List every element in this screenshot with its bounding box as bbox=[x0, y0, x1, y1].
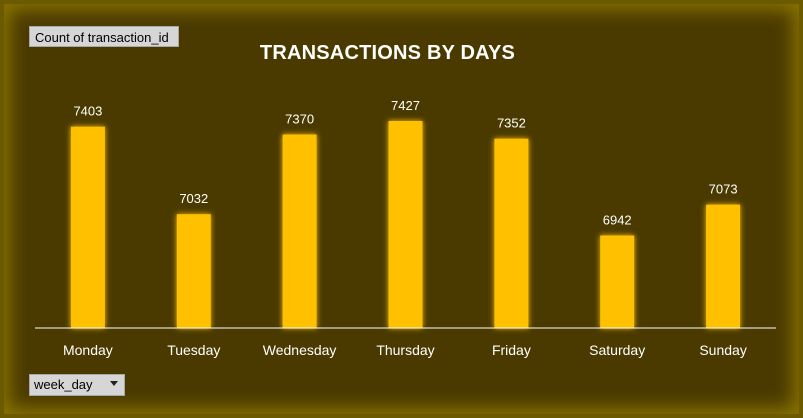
x-tick-label-thursday: Thursday bbox=[376, 342, 434, 358]
bar-saturday[interactable] bbox=[600, 235, 635, 329]
x-tick-label-monday: Monday bbox=[63, 342, 113, 358]
bar-tuesday[interactable] bbox=[176, 214, 211, 328]
bar-wednesday[interactable] bbox=[282, 134, 317, 329]
values-field-button[interactable]: Count of transaction_id bbox=[29, 26, 179, 47]
data-label-tuesday: 7032 bbox=[179, 191, 208, 206]
data-label-saturday: 6942 bbox=[603, 213, 632, 228]
x-tick-label-friday: Friday bbox=[492, 342, 531, 358]
axis-field-dropdown[interactable]: week_day bbox=[29, 374, 125, 396]
data-label-wednesday: 7370 bbox=[285, 112, 314, 127]
chart-title: TRANSACTIONS BY DAYS bbox=[259, 42, 516, 64]
bar-thursday[interactable] bbox=[388, 121, 423, 328]
data-label-thursday: 7427 bbox=[391, 98, 420, 113]
bar-sunday[interactable] bbox=[706, 204, 741, 328]
bar-friday[interactable] bbox=[494, 138, 529, 328]
x-tick-label-wednesday: Wednesday bbox=[263, 342, 337, 358]
x-tick-label-tuesday: Tuesday bbox=[167, 342, 220, 358]
x-tick-label-saturday: Saturday bbox=[589, 342, 645, 358]
data-label-sunday: 7073 bbox=[709, 182, 738, 197]
labels-group: 7403 Monday 7032 Tuesday 7370 Wednesday 7427 Th… bbox=[63, 98, 747, 358]
x-tick-label-sunday: Sunday bbox=[699, 342, 746, 358]
axis-field-label: week_day bbox=[34, 377, 93, 392]
bars-group bbox=[70, 121, 741, 329]
data-label-friday: 7352 bbox=[497, 116, 526, 131]
data-label-monday: 7403 bbox=[73, 104, 102, 119]
bar-monday[interactable] bbox=[70, 126, 105, 328]
chevron-down-icon[interactable] bbox=[110, 381, 118, 386]
